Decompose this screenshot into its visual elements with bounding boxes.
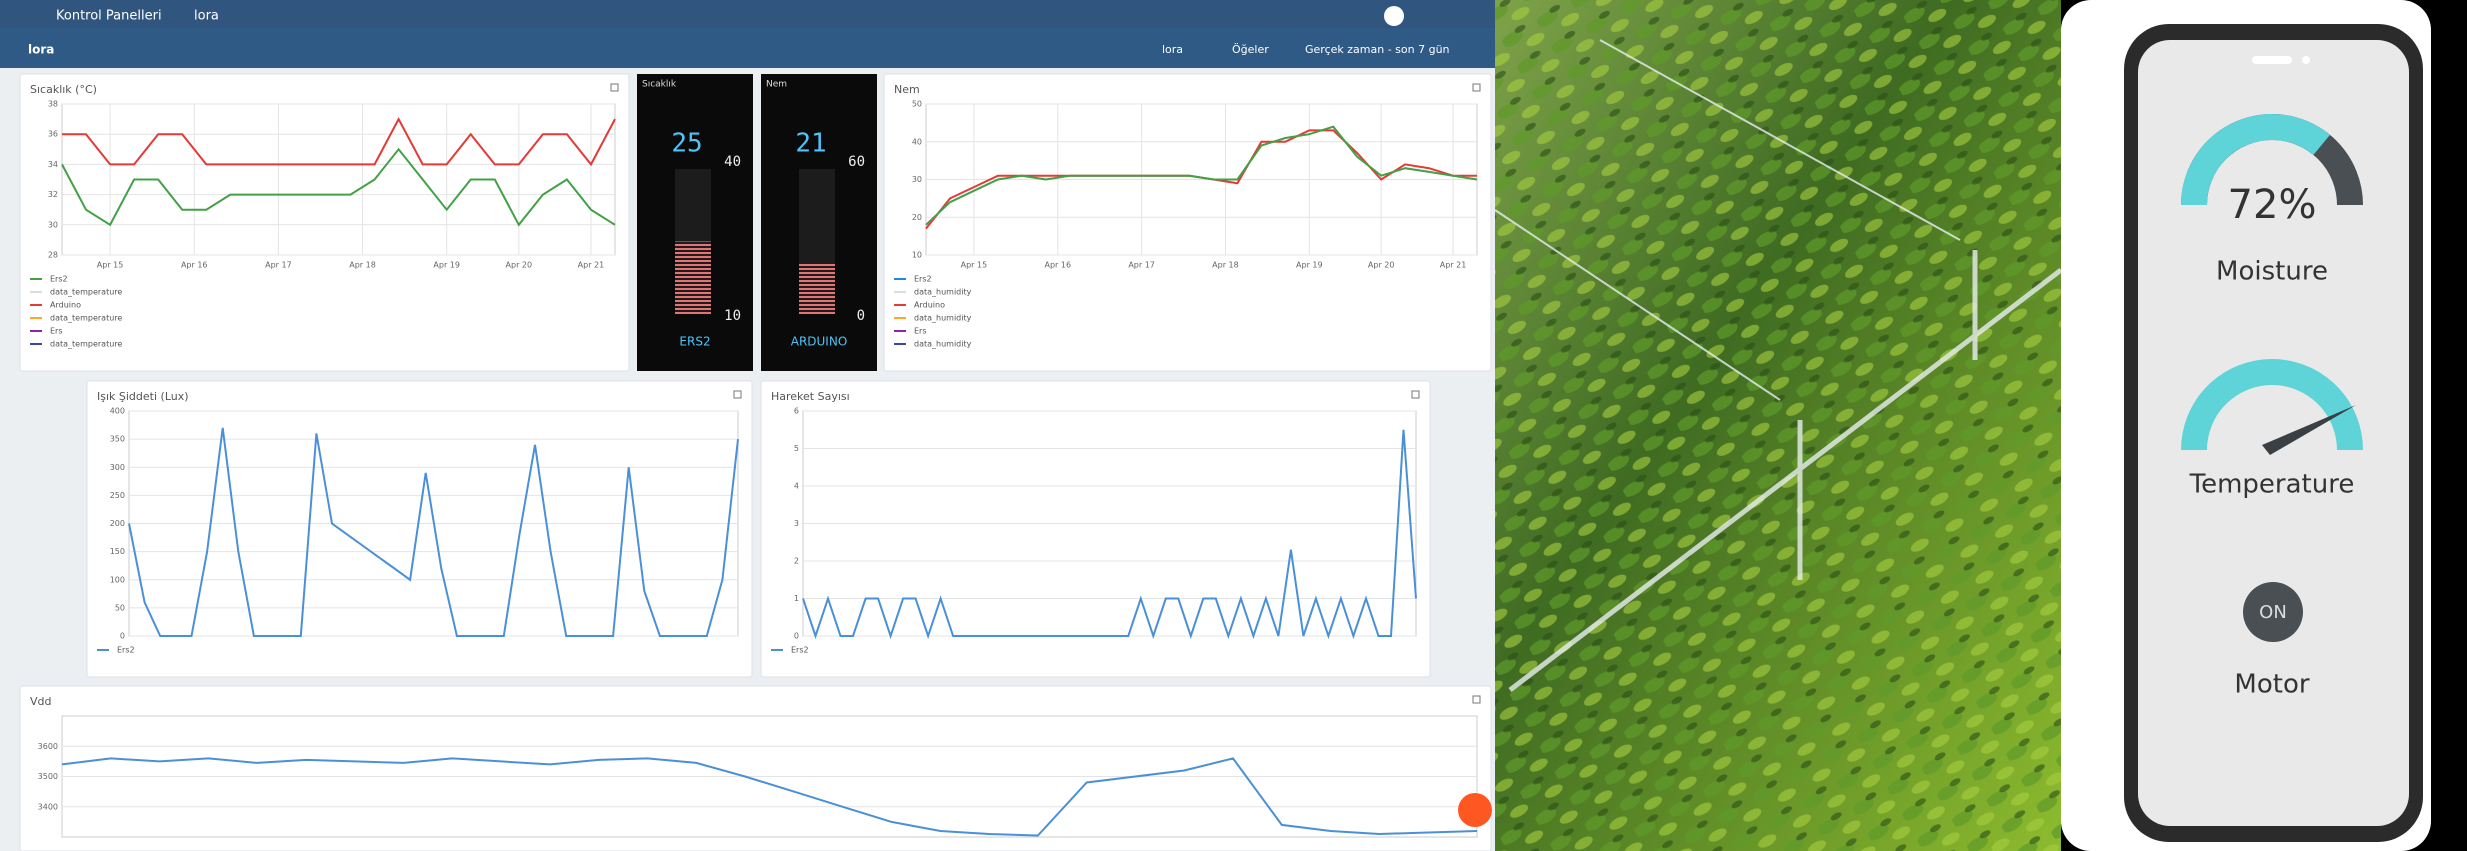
entity-select[interactable]: lora [1162, 43, 1183, 56]
panel [87, 381, 752, 677]
legend-label: data_temperature [50, 340, 122, 349]
legend-label: data_temperature [50, 314, 122, 323]
timewindow[interactable]: Gerçek zaman - son 7 gün [1305, 43, 1450, 56]
y-tick-label: 30 [48, 220, 58, 229]
legend-label: Arduino [914, 301, 945, 310]
gauge-label: ERS2 [679, 335, 710, 349]
gauge-max: 60 [848, 154, 865, 170]
x-tick-label: Apr 19 [1296, 261, 1323, 270]
y-tick-label: 28 [48, 251, 58, 260]
temperature-label: Temperature [2189, 470, 2355, 500]
legend-label: data_humidity [914, 288, 972, 297]
panel [884, 74, 1491, 371]
legend-label: Arduino [50, 301, 81, 310]
gauge-value: 25 [671, 129, 702, 159]
y-tick-label: 200 [110, 519, 125, 528]
legend-label: data_humidity [914, 314, 972, 323]
x-tick-label: Apr 15 [97, 261, 124, 270]
gauge-title: Nem [766, 80, 787, 90]
avatar[interactable] [1384, 6, 1404, 26]
toolbar [0, 28, 1495, 68]
gauge-bar [675, 242, 711, 315]
panel-title: Hareket Sayısı [771, 390, 850, 403]
y-tick-label: 400 [110, 407, 125, 416]
y-tick-label: 3 [794, 519, 799, 528]
gauge-bar [799, 263, 835, 314]
legend-label: data_temperature [50, 288, 122, 297]
gauge-value: 21 [795, 129, 826, 159]
y-tick-label: 34 [48, 160, 58, 169]
y-tick-label: 0 [120, 632, 125, 641]
dashboard-name: lora [28, 43, 54, 57]
y-tick-label: 30 [912, 175, 922, 184]
y-tick-label: 250 [110, 491, 125, 500]
panel-title: Vdd [30, 695, 52, 708]
gauge-title: Sıcaklık [642, 80, 677, 90]
legend-label: Ers [914, 327, 927, 336]
y-tick-label: 6 [794, 407, 799, 416]
legend-label: Ers2 [791, 646, 809, 655]
gauge-max: 40 [724, 154, 741, 170]
x-tick-label: Apr 19 [433, 261, 460, 270]
legend-label: Ers2 [50, 275, 68, 284]
phone-speaker [2252, 56, 2292, 64]
gauge-label: ARDUINO [791, 335, 848, 349]
x-tick-label: Apr 15 [961, 261, 988, 270]
x-tick-label: Apr 18 [349, 261, 376, 270]
legend-label: data_humidity [914, 340, 972, 349]
panel-title: Sıcaklık (°C) [30, 83, 97, 96]
y-tick-label: 40 [912, 137, 922, 146]
y-tick-label: 20 [912, 213, 922, 222]
breadcrumb-current[interactable]: lora [194, 9, 219, 24]
x-tick-label: Apr 17 [1128, 261, 1155, 270]
y-tick-label: 4 [794, 482, 799, 491]
gauge-min: 0 [857, 308, 865, 324]
items-button[interactable]: Öğeler [1232, 43, 1269, 56]
y-tick-label: 350 [110, 435, 125, 444]
legend-label: Ers [50, 327, 63, 336]
y-tick-label: 50 [912, 100, 922, 109]
panel-title: Nem [894, 83, 920, 96]
y-tick-label: 300 [110, 463, 125, 472]
y-tick-label: 3400 [38, 802, 58, 811]
gauge-min: 10 [724, 308, 741, 324]
y-tick-label: 32 [48, 190, 58, 199]
legend-label: Ers2 [117, 646, 135, 655]
motor-label: Motor [2234, 670, 2309, 700]
moisture-label: Moisture [2216, 257, 2328, 287]
phone-camera [2302, 56, 2310, 64]
y-tick-label: 36 [48, 130, 58, 139]
moisture-value: 72% [2228, 182, 2317, 228]
photo-foliage [1495, 0, 2061, 851]
y-tick-label: 38 [48, 100, 58, 109]
x-tick-label: Apr 21 [578, 261, 605, 270]
y-tick-label: 5 [794, 444, 799, 453]
edit-button[interactable] [1458, 793, 1492, 827]
x-tick-label: Apr 20 [1368, 261, 1395, 270]
screenshot: Kontrol Panelleri lora lora lora Öğeler … [0, 0, 2467, 851]
panel [20, 686, 1491, 851]
x-tick-label: Apr 18 [1212, 261, 1239, 270]
y-tick-label: 3600 [38, 742, 58, 751]
y-tick-label: 2 [794, 557, 799, 566]
y-tick-label: 150 [110, 547, 125, 556]
x-tick-label: Apr 16 [181, 261, 208, 270]
y-tick-label: 3500 [38, 772, 58, 781]
y-tick-label: 50 [115, 603, 125, 612]
phone-screen [2138, 40, 2409, 826]
x-tick-label: Apr 21 [1440, 261, 1467, 270]
x-tick-label: Apr 17 [265, 261, 292, 270]
breadcrumb[interactable]: Kontrol Panelleri [56, 9, 162, 24]
y-tick-label: 10 [912, 251, 922, 260]
y-tick-label: 0 [794, 632, 799, 641]
x-tick-label: Apr 16 [1044, 261, 1071, 270]
y-tick-label: 1 [794, 594, 799, 603]
x-tick-label: Apr 20 [506, 261, 533, 270]
legend-label: Ers2 [914, 275, 932, 284]
panel-title: Işık Şiddeti (Lux) [97, 390, 189, 403]
y-tick-label: 100 [110, 575, 125, 584]
motor-state: ON [2259, 602, 2287, 623]
